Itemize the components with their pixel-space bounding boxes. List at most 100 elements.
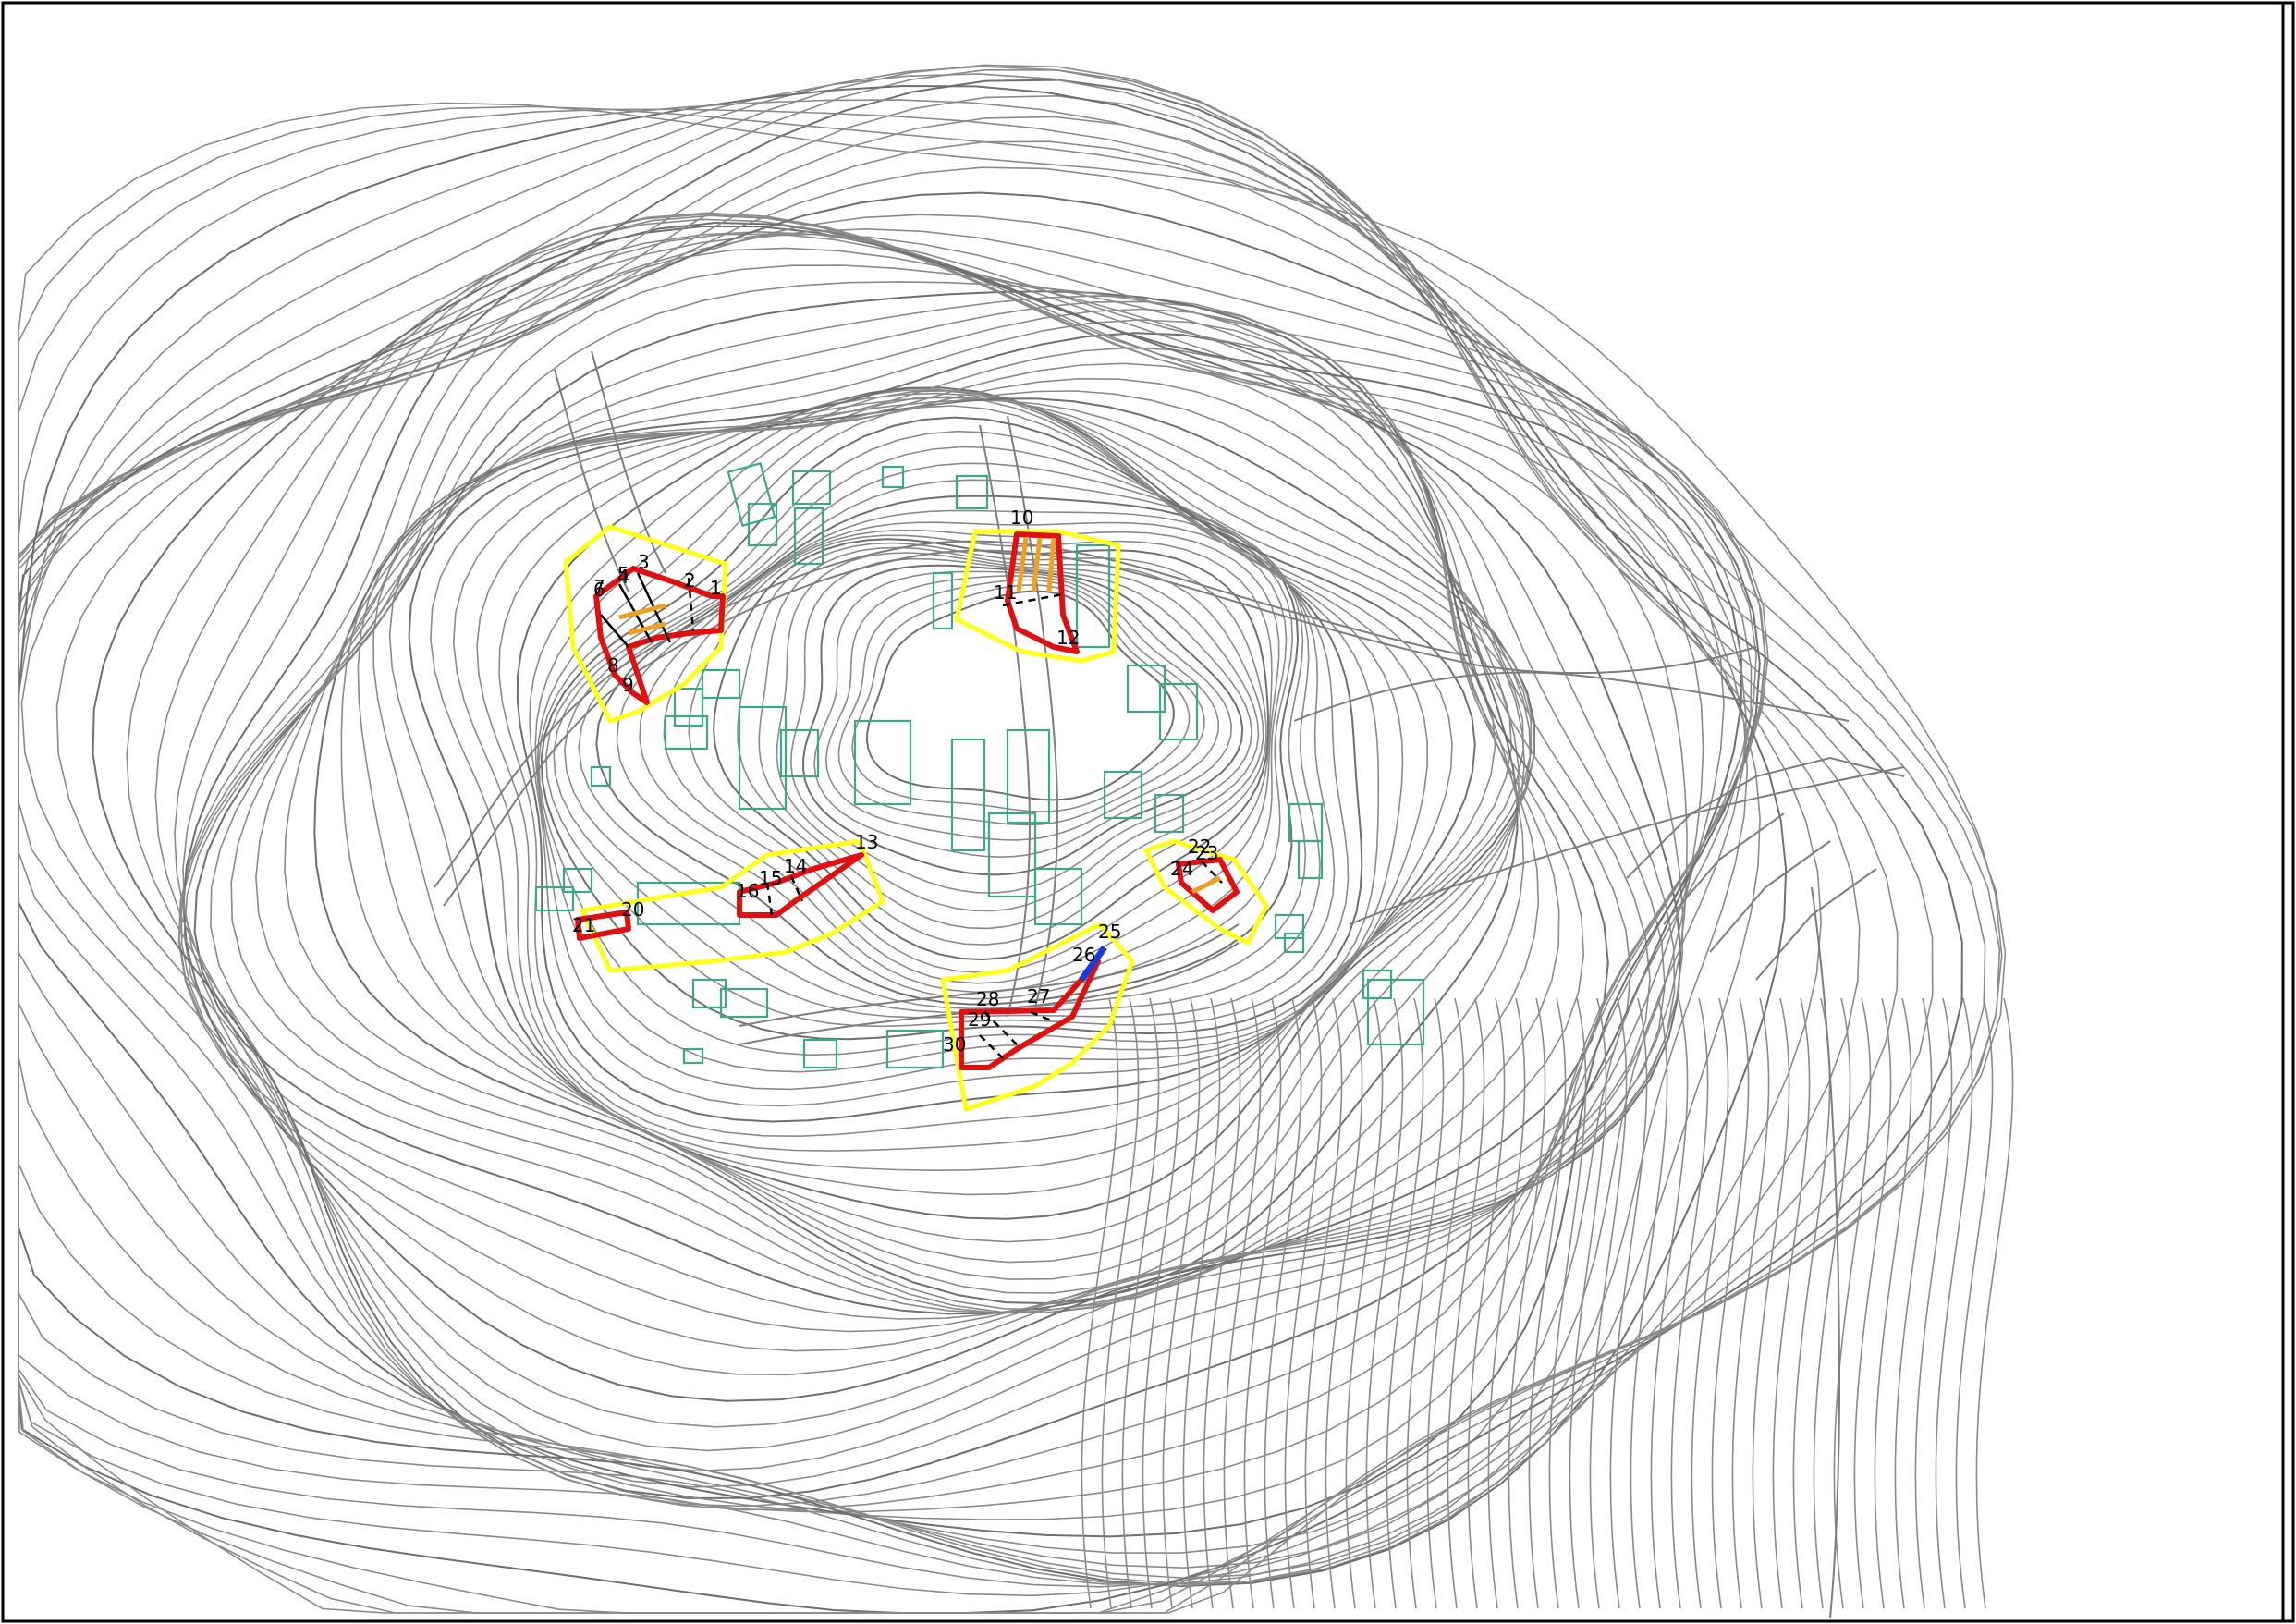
contour-line [388, 390, 1535, 1243]
contour-line [865, 590, 1175, 801]
contour-line [1386, 997, 1424, 1609]
contour-line [284, 319, 1525, 1311]
slope-area-4 [575, 910, 631, 941]
contour-line [534, 389, 1429, 1091]
slope-area-1 [593, 566, 726, 705]
label-13: 13 [855, 831, 878, 853]
label-24: 24 [1170, 858, 1193, 880]
label-20: 20 [621, 898, 644, 921]
contour-line [688, 534, 1273, 973]
roads [434, 350, 1905, 1618]
contour-line [1264, 997, 1302, 1609]
contour-line [1426, 997, 1465, 1609]
contour-line [1142, 997, 1180, 1609]
contour-line [18, 73, 1934, 1597]
contour-line [1792, 997, 1831, 1609]
label-11: 11 [994, 581, 1017, 604]
yellow-zones [563, 524, 1269, 1112]
contour-line [1203, 997, 1241, 1609]
zone-b [954, 529, 1121, 664]
contour-line [55, 230, 1757, 1508]
contour-line [357, 362, 1526, 1280]
label-27: 27 [1027, 985, 1050, 1007]
label-26: 26 [1072, 944, 1095, 966]
contour-line [529, 386, 1453, 1107]
contour-line [313, 332, 1519, 1305]
label-15: 15 [759, 867, 782, 889]
contour-line [408, 397, 1536, 1220]
contour-line [1508, 997, 1546, 1609]
contour-line [1874, 997, 1912, 1609]
label-22: 22 [1188, 836, 1211, 858]
contour-line [498, 388, 1496, 1138]
label-1: 1 [710, 577, 722, 599]
slope-area-5 [1176, 857, 1240, 913]
label-8: 8 [607, 654, 619, 677]
contour-line [1304, 997, 1343, 1609]
label-23: 23 [1195, 842, 1218, 864]
contour-line [1589, 997, 1628, 1609]
contour-line [1752, 997, 1790, 1609]
contour-line [1975, 997, 2014, 1609]
label-12: 12 [1056, 627, 1080, 649]
contour-line [476, 392, 1513, 1152]
contour-line [595, 495, 1300, 1006]
contour-line [230, 300, 1560, 1314]
label-4: 4 [617, 566, 629, 588]
label-7: 7 [593, 576, 605, 598]
label-14: 14 [784, 855, 807, 877]
contour-line [182, 221, 1682, 1402]
contour-line [1325, 997, 1363, 1609]
contour-line [1406, 997, 1445, 1609]
contour-line [1630, 997, 1668, 1609]
contour-line [92, 225, 1742, 1499]
contour-line [851, 584, 1191, 812]
contour-line [1101, 997, 1140, 1609]
contour-line [452, 397, 1525, 1172]
contour-line [540, 416, 1363, 1041]
contour-line [18, 227, 1769, 1513]
contour-line [1894, 997, 1933, 1609]
contour-line [1650, 997, 1689, 1609]
label-29: 29 [968, 1008, 991, 1031]
contour-line [1223, 997, 1262, 1609]
contour-line [578, 479, 1307, 1009]
contour-line [1833, 997, 1872, 1609]
contour-line [1813, 997, 1851, 1609]
contour-line [1772, 997, 1811, 1609]
contour-line [154, 214, 1704, 1472]
contour-line [1955, 997, 1994, 1609]
contour-line [430, 399, 1533, 1196]
zone-c [580, 838, 885, 973]
contour-line [1081, 997, 1119, 1609]
label-3: 3 [638, 551, 650, 573]
contour-line [1284, 997, 1323, 1609]
blue-marker [1079, 945, 1107, 983]
area-labels: 1 2 3 4 5 6 7 8 9 10 11 12 13 14 15 16 2… [572, 507, 1218, 1056]
contour-line [180, 233, 1676, 1376]
label-25: 25 [1098, 921, 1121, 943]
contour-line [1345, 997, 1384, 1609]
contour-line [18, 64, 1861, 1585]
contour-line [174, 212, 1688, 1452]
contour-line [1121, 997, 1160, 1609]
contour-line [824, 575, 1220, 841]
contour-line [1935, 997, 1973, 1609]
contour-line [663, 529, 1280, 984]
label-28: 28 [976, 988, 999, 1010]
contour-line [1162, 997, 1201, 1609]
contour-line [713, 538, 1270, 961]
contour-line [758, 546, 1264, 930]
contour-line [1609, 997, 1648, 1609]
slope-area-6 [959, 959, 1101, 1070]
contour-line [18, 102, 2003, 1614]
contour-line [1447, 997, 1485, 1609]
label-30: 30 [943, 1033, 966, 1056]
label-21: 21 [572, 914, 595, 936]
contour-line [1528, 997, 1567, 1609]
contour-line [639, 521, 1288, 994]
contour-line [1548, 997, 1587, 1609]
contour-line [1670, 997, 1709, 1609]
